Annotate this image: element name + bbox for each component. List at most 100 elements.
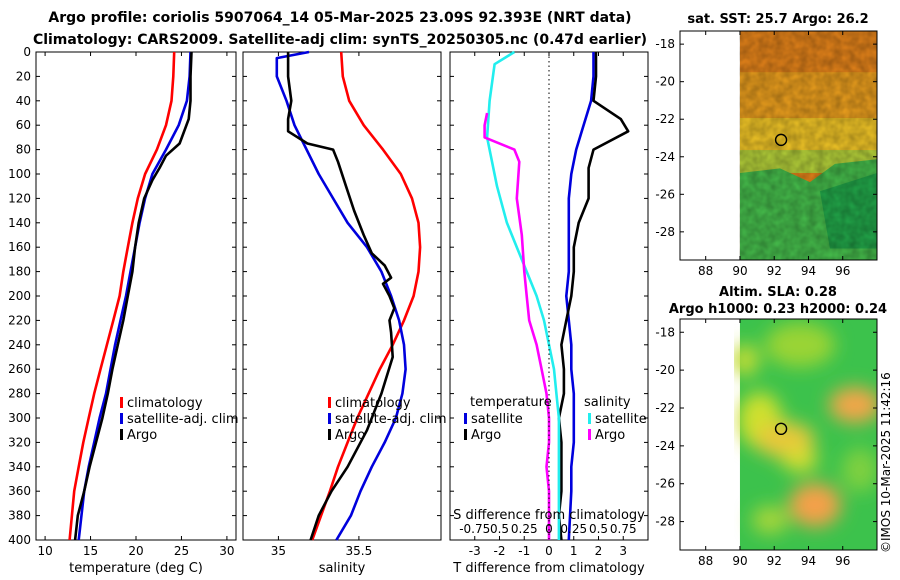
x-tick-label: -1	[518, 544, 530, 558]
series-line-s-argo	[483, 112, 551, 540]
float-position-marker	[774, 133, 788, 147]
map-y-tick-label: -22	[655, 401, 675, 415]
y-tick-label: 340	[8, 460, 31, 474]
legend-entry-label: satellite-adj. clim	[127, 412, 239, 427]
y-tick-label: 180	[8, 265, 31, 279]
map-y-tick-label: -20	[655, 75, 675, 89]
legend-heading-temperature: temperature	[470, 395, 552, 410]
map-x-tick-label: 90	[732, 264, 747, 278]
map-x-tick-label: 88	[698, 264, 713, 278]
legend-heading-salinity: salinity	[584, 395, 631, 410]
map-y-tick-label: -26	[655, 477, 675, 491]
y-tick-label: 40	[16, 94, 31, 108]
x-tick-label: 10	[37, 544, 52, 558]
series-line-satellite-adj-clim	[275, 50, 407, 541]
map-y-tick-label: -18	[655, 37, 675, 51]
y-tick-label: 160	[8, 240, 31, 254]
legend-entry-swatch	[328, 413, 331, 424]
x2-tick-label: 0.25	[560, 522, 587, 536]
sla-anomaly-patch	[789, 483, 841, 527]
series-line-t-argo	[557, 52, 630, 541]
y-tick-label: 120	[8, 191, 31, 205]
figure-title-line2: Climatology: CARS2009. Satellite-adj cli…	[32, 32, 648, 48]
difference-profile-chart: -3 -2 -1 0 1 2 3 T difference from climatology S…	[449, 50, 649, 576]
x2-tick-label: -0.75	[459, 522, 490, 536]
y-tick-label: 20	[16, 69, 31, 83]
legend-entry-label: Argo	[595, 428, 625, 443]
sla-map-subtitle: Argo h1000: 0.23 h2000: 0.24	[669, 302, 887, 317]
x-tick-label: 15	[83, 544, 98, 558]
legend-entry-label: climatology	[335, 396, 411, 411]
x-tick-label: 3	[619, 544, 627, 558]
x2-tick-label: 0.75	[610, 522, 637, 536]
sst-map: 88 90 92 94 96 -18 -20 -22 -24 -26 -28	[655, 30, 878, 278]
salinity-profile-frame	[242, 51, 442, 541]
series-line-argo	[73, 51, 193, 541]
legend-entry-label: climatology	[127, 396, 203, 411]
sla-anomaly-patch	[752, 506, 788, 534]
map-y-tick-label: -28	[655, 515, 675, 529]
sst-field	[739, 31, 877, 260]
x-axis-label: temperature (deg C)	[69, 561, 203, 576]
y-tick-label: 320	[8, 435, 31, 449]
temperature-profile-frame	[35, 51, 237, 541]
credit-stamp: ©IMOS 10-Mar-2025 11:42:16	[879, 372, 893, 553]
map-x-tick-label: 96	[835, 264, 850, 278]
map-y-tick-label: -26	[655, 187, 675, 201]
y-tick-label: 220	[8, 313, 31, 327]
legend-entry-label: Argo	[471, 428, 501, 443]
legend-entry-label: Argo	[127, 428, 157, 443]
y-tick-label: 140	[8, 216, 31, 230]
legend-entry-swatch	[464, 429, 467, 440]
y-tick-label: 360	[8, 484, 31, 498]
series-line-s-satellite	[485, 50, 561, 540]
x-tick-label: 1	[570, 544, 578, 558]
x-axis-label: salinity	[319, 561, 366, 576]
legend-entry-swatch	[588, 429, 591, 440]
y-tick-label: 300	[8, 411, 31, 425]
map-x-tick-label: 90	[732, 554, 747, 568]
legend-entry-swatch	[120, 413, 123, 424]
salinity-profile-chart: 35 35.5 salinity climatologysatellite-adj. …	[242, 50, 447, 576]
map-y-tick-label: -20	[655, 363, 675, 377]
temperature-profile-chart: 0 20 40 60 80 100 120 140 160 180 200 220 240 260 280 3…	[8, 45, 239, 576]
y-tick-label: 200	[8, 289, 31, 303]
legend-entry-swatch	[120, 429, 123, 440]
y-tick-label: 0	[23, 45, 31, 59]
sla-anomaly-patch	[765, 323, 835, 367]
map-x-tick-label: 94	[801, 264, 816, 278]
sla-anomaly-patch	[734, 344, 759, 376]
series-line-argo	[286, 52, 396, 541]
map-x-tick-label: 92	[767, 264, 782, 278]
legend-entry-swatch	[464, 413, 467, 424]
map-x-tick-label: 94	[801, 554, 816, 568]
y-tick-label: 100	[8, 167, 31, 181]
legend-entry-label: Argo	[335, 428, 365, 443]
x-tick-label: 2	[595, 544, 603, 558]
x-tick-label: 35	[271, 544, 286, 558]
x-tick-label: -3	[469, 544, 481, 558]
map-y-tick-label: -24	[655, 439, 675, 453]
x-tick-label: -2	[494, 544, 506, 558]
y-tick-label: 260	[8, 362, 31, 376]
legend-entry-label: satellite	[471, 412, 523, 427]
sla-anomaly-patch	[829, 387, 877, 423]
map-y-tick-label: -28	[655, 225, 675, 239]
series-line-t-satellite	[564, 52, 595, 541]
sla-map-title: Altim. SLA: 0.28	[719, 285, 837, 300]
x2-tick-label: 0.25	[511, 522, 538, 536]
x-tick-label: 20	[128, 544, 143, 558]
legend-entry-swatch	[588, 413, 591, 424]
legend-entry-label: satellite-adj. clim	[335, 412, 447, 427]
sla-map: 88 90 92 94 96 -18 -20 -22 -24 -26 -28	[655, 318, 878, 568]
y-tick-label: 240	[8, 338, 31, 352]
sla-field	[734, 319, 877, 550]
map-frame	[679, 318, 878, 551]
x-axis-label: T difference from climatology	[452, 561, 645, 576]
map-y-tick-label: -24	[655, 150, 675, 164]
x-tick-label: 30	[219, 544, 234, 558]
x-tick-label: 35.5	[346, 544, 373, 558]
map-frame	[679, 30, 878, 261]
x2-axis-label: S difference from climatology	[453, 508, 645, 523]
